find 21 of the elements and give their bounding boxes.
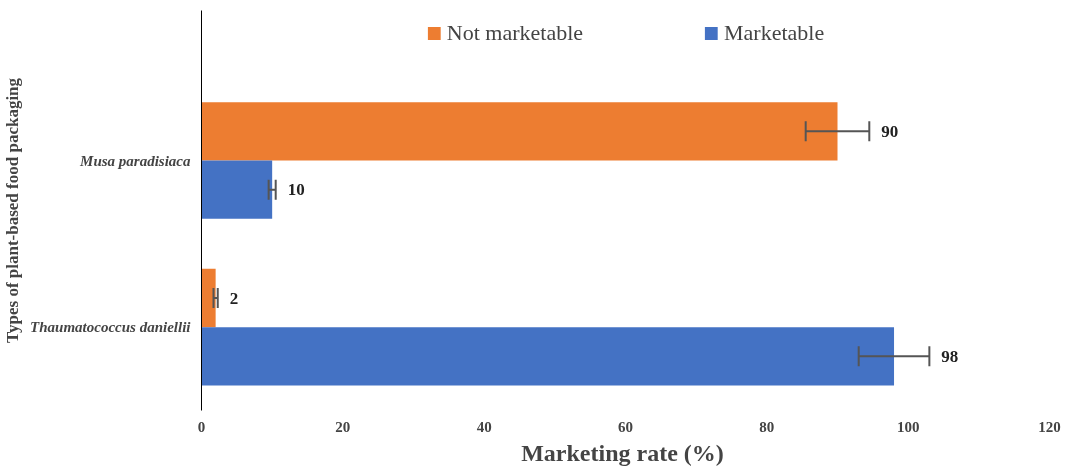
y-tick-label: Musa paradisiaca	[79, 152, 191, 169]
data-label: 98	[941, 346, 959, 366]
bar	[201, 268, 216, 328]
x-tick-label: 40	[476, 418, 492, 435]
bar	[201, 160, 273, 219]
data-label: 90	[881, 121, 899, 141]
x-axis-title: Marketing rate (%)	[521, 439, 724, 466]
data-label: 10	[287, 180, 305, 200]
y-axis-title: Types of plant-based food packaging	[3, 77, 23, 344]
x-tick-label: 120	[1038, 418, 1061, 435]
x-tick-label: 100	[896, 418, 920, 435]
x-tick-label: 80	[759, 418, 775, 435]
x-tick-label: 60	[618, 418, 633, 435]
y-tick-label: Thaumatococcus daniellii	[30, 319, 192, 336]
x-tick-label: 0	[197, 418, 206, 435]
legend-label: Marketable	[724, 20, 825, 46]
bar	[201, 102, 838, 161]
legend-label: Not marketable	[446, 20, 584, 46]
bar	[201, 327, 895, 386]
data-label: 2	[229, 288, 239, 308]
x-tick-label: 20	[335, 418, 351, 435]
